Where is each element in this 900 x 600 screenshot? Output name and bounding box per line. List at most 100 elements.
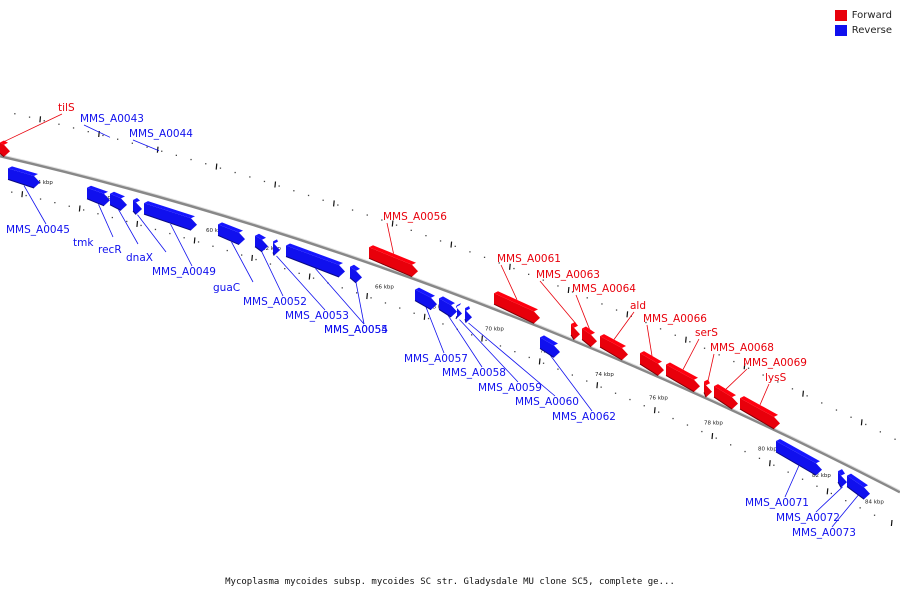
label-leader [815, 486, 843, 513]
gene-label[interactable]: MMS_A0071 [745, 497, 809, 509]
gene-label[interactable]: MMS_A0056 [383, 211, 447, 223]
gene-block[interactable] [571, 324, 580, 340]
guide-tick [567, 286, 570, 294]
guide-tick [251, 254, 253, 261]
gene-label[interactable]: recR [98, 244, 122, 256]
gene-block[interactable] [540, 337, 560, 358]
gene-label[interactable]: MMS_A0057 [404, 353, 468, 365]
gene-block-top [87, 185, 108, 194]
gene-block[interactable] [439, 298, 457, 318]
gene-block[interactable] [465, 308, 472, 323]
label-leader [315, 268, 365, 325]
guide-dot [703, 347, 706, 349]
gene-block[interactable] [776, 441, 822, 476]
gene-block-shadow [775, 451, 817, 476]
gene-label[interactable]: MMS_A0060 [515, 396, 579, 408]
gene-block-top [838, 469, 845, 476]
gene-block-top [666, 362, 698, 380]
label-leader [231, 241, 254, 283]
gene-block-shadow [599, 346, 623, 361]
gene-label[interactable]: MMS_A0073 [792, 527, 856, 539]
gene-block[interactable] [87, 187, 110, 206]
gene-label[interactable]: MMS_A0053 [285, 310, 349, 322]
gene-block[interactable] [144, 203, 197, 231]
gene-label[interactable]: lysS [765, 372, 787, 384]
gene-block[interactable] [350, 266, 362, 283]
gene-label[interactable]: dnaX [126, 252, 153, 264]
gene-label[interactable]: MMS_A0059 [478, 382, 542, 394]
gene-label[interactable]: MMS_A0044 [129, 128, 193, 140]
gene-block[interactable] [640, 353, 664, 376]
guide-dot [542, 279, 544, 281]
gene-label[interactable]: MMS_A0066 [643, 313, 707, 325]
gene-label[interactable]: MMS_A0068 [710, 342, 774, 354]
guide-dot [816, 485, 818, 487]
gene-label[interactable]: MMS_A0069 [743, 357, 807, 369]
gene-block-top [8, 166, 38, 176]
gene-block[interactable] [133, 200, 142, 215]
gene-label[interactable]: MMS_A0055 [324, 324, 388, 336]
guide-tick [826, 488, 829, 495]
guide-dot [249, 176, 251, 178]
gene-block[interactable] [369, 247, 418, 277]
gene-block[interactable] [704, 381, 712, 398]
gene-label[interactable]: guaC [213, 282, 240, 294]
guide-dot [499, 345, 502, 347]
guide-dot [255, 258, 257, 261]
gene-block[interactable] [714, 386, 738, 410]
gene-block[interactable] [286, 245, 345, 278]
gene-block[interactable] [838, 471, 847, 488]
gene-label[interactable]: serS [695, 327, 718, 339]
guide-dot [226, 249, 228, 252]
gene-label[interactable]: MMS_A0064 [572, 283, 636, 295]
gene-block[interactable] [600, 336, 628, 360]
guide-tick [39, 116, 42, 123]
gene-label[interactable]: MMS_A0049 [152, 266, 216, 278]
legend: Forward Reverse [834, 8, 892, 38]
gene-block[interactable] [0, 142, 10, 157]
gene-label[interactable]: MMS_A0063 [536, 269, 600, 281]
gene-label[interactable]: MMS_A0054 [324, 324, 388, 336]
gene-block[interactable] [847, 475, 870, 500]
guide-dot [43, 120, 45, 122]
gene-block[interactable] [494, 293, 540, 324]
label-leader [276, 255, 326, 311]
gene-label[interactable]: MMS_A0058 [442, 367, 506, 379]
gene-block[interactable] [666, 364, 700, 392]
gene-block[interactable] [740, 398, 780, 429]
gene-label[interactable]: MMS_A0045 [6, 224, 70, 236]
guide-dot [97, 213, 99, 215]
gene-block[interactable] [8, 168, 40, 188]
gene-block[interactable] [456, 305, 462, 319]
guide-dot [557, 285, 559, 287]
guide-dot [212, 245, 214, 247]
gene-label[interactable]: tilS [58, 102, 75, 114]
gene-label[interactable]: MMS_A0061 [497, 253, 561, 265]
guide-dot [83, 209, 85, 211]
gene-label[interactable]: MMS_A0062 [552, 411, 616, 423]
gene-block[interactable] [255, 235, 268, 252]
gene-label[interactable]: ald [630, 300, 646, 312]
guide-dot [469, 251, 471, 253]
gene-label[interactable]: MMS_A0072 [776, 512, 840, 524]
guide-dot [733, 360, 735, 363]
gene-block[interactable] [110, 193, 127, 211]
label-leader [468, 322, 556, 397]
gene-block[interactable] [415, 289, 437, 310]
gene-label[interactable]: MMS_A0043 [80, 113, 144, 125]
gene-block[interactable] [273, 241, 280, 256]
guide-dot [117, 138, 119, 140]
label-leader [261, 251, 284, 297]
guide-tick [193, 237, 196, 244]
guide-dot [395, 224, 398, 226]
guide-dot [835, 409, 838, 411]
guide-dot [197, 241, 200, 243]
gene-block-shadow [272, 252, 275, 256]
gene-block-shadow [739, 408, 775, 430]
gene-block[interactable] [218, 224, 245, 245]
label-leader [725, 368, 748, 390]
gene-label[interactable]: MMS_A0052 [243, 296, 307, 308]
gene-label[interactable]: tmk [73, 237, 94, 249]
guide-dot [413, 312, 415, 314]
guide-dot [190, 158, 192, 161]
